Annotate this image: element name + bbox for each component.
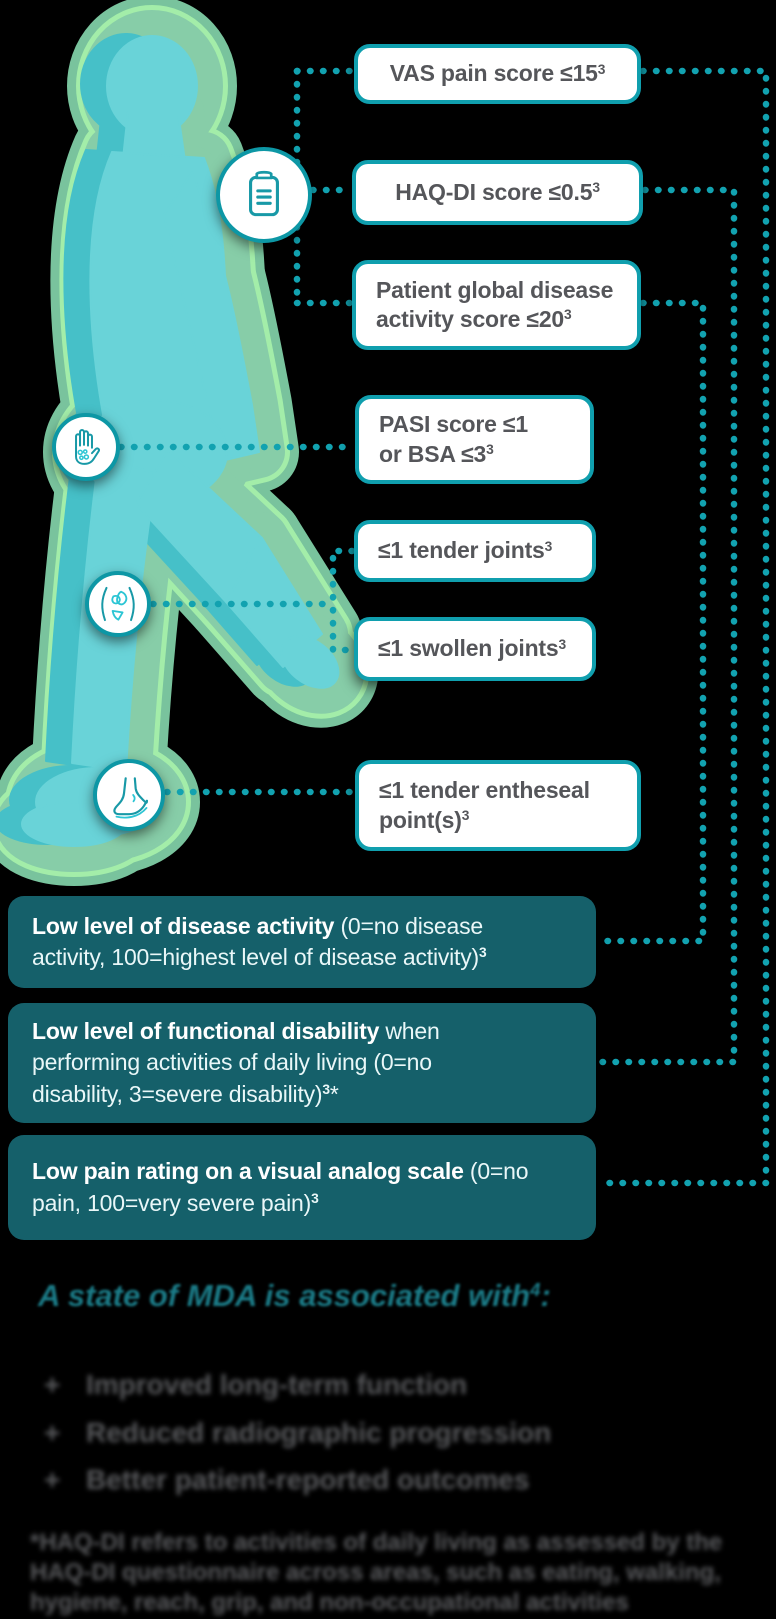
heading-text: A state of MDA is associated with xyxy=(38,1278,531,1313)
plus-bullet-icon: + xyxy=(44,1369,61,1400)
criteria-box-swollen-joints: ≤1 swollen joints3 xyxy=(354,617,596,681)
reference-superscript: 4 xyxy=(530,1278,541,1300)
feet-icon-circle xyxy=(93,759,165,831)
criteria-text: activity score ≤20 xyxy=(376,306,565,332)
criteria-box-haqdi: HAQ-DI score ≤0.53 xyxy=(352,160,643,225)
criteria-text: Patient global disease xyxy=(376,276,614,303)
criteria-box-entheseal: ≤1 tender entheseal point(s)3 xyxy=(355,760,641,851)
summary-text: (0=no disease xyxy=(334,912,484,939)
reference-superscript: 3 xyxy=(486,441,494,457)
reference-superscript: 3 xyxy=(592,180,600,196)
criteria-text: HAQ-DI score ≤0.5 xyxy=(395,178,593,205)
joints-icon-circle xyxy=(85,571,151,637)
heading-colon: : xyxy=(540,1278,551,1313)
reference-superscript: 3 xyxy=(461,807,470,823)
psoriasis-hand-icon xyxy=(75,429,100,465)
summary-bold-text: Low level of disease activity xyxy=(32,912,335,939)
connector-global-to-activity-box xyxy=(595,299,707,945)
reference-superscript: 3 xyxy=(479,945,487,961)
list-item: + Improved long-term function xyxy=(44,1368,551,1402)
summary-text: (0=no xyxy=(463,1158,529,1185)
reference-superscript: 3 xyxy=(558,636,566,652)
summary-text: pain, 100=very severe pain) xyxy=(32,1189,312,1216)
connector-joints-bracket xyxy=(329,547,356,654)
list-item: + Reduced radiographic progression xyxy=(44,1416,551,1450)
plus-bullet-icon: + xyxy=(44,1416,61,1448)
criteria-text: point(s) xyxy=(379,806,462,833)
summary-text: performing activities of daily living (0… xyxy=(32,1049,432,1076)
criteria-text: ≤1 tender joints xyxy=(378,537,545,564)
criteria-text: VAS pain score ≤15 xyxy=(389,60,598,87)
summary-box-disease-activity: Low level of disease activity (0=no dise… xyxy=(8,896,596,988)
knee-joint-icon xyxy=(101,586,135,622)
summary-text: activity, 100=highest level of disease a… xyxy=(32,944,480,970)
reference-superscript: 3 xyxy=(564,307,572,323)
list-item: + Better patient-reported outcomes xyxy=(44,1463,551,1497)
connector-haqdi-to-disability-box xyxy=(595,186,738,1066)
summary-bold-text: Low level of functional disability xyxy=(32,1018,380,1045)
mda-benefits-heading: A state of MDA is associated with4: xyxy=(38,1278,551,1314)
connector-vas-to-pain-box xyxy=(595,67,770,1187)
criteria-box-pasi: PASI score ≤1 or BSA ≤33 xyxy=(355,395,594,484)
bullet-text: Reduced radiographic progression xyxy=(86,1416,552,1448)
criteria-text: ≤1 tender entheseal xyxy=(379,777,590,804)
summary-box-pain-rating: Low pain rating on a visual analog scale… xyxy=(8,1135,596,1240)
haqdi-footnote: *HAQ-DI refers to activities of daily li… xyxy=(30,1529,723,1617)
criteria-box-tender-joints: ≤1 tender joints3 xyxy=(354,520,596,582)
summary-text: * xyxy=(329,1080,339,1107)
criteria-text: PASI score ≤1 xyxy=(379,411,528,438)
reference-superscript: 3 xyxy=(544,538,553,554)
summary-bold-text: Low pain rating on a visual analog scale xyxy=(32,1158,464,1185)
bullet-text: Improved long-term function xyxy=(86,1369,468,1400)
skin-icon-circle xyxy=(52,413,120,481)
summary-text: disability, 3=severe disability) xyxy=(32,1080,323,1107)
reference-superscript: 3 xyxy=(311,1190,319,1206)
criteria-text: or BSA ≤3 xyxy=(379,440,487,467)
mda-benefits-list: + Improved long-term function + Reduced … xyxy=(44,1368,551,1511)
summary-box-functional-disability: Low level of functional disability when … xyxy=(8,1003,596,1123)
dotted-connectors xyxy=(117,67,770,1187)
clipboard-icon xyxy=(249,170,279,217)
plus-bullet-icon: + xyxy=(44,1464,61,1496)
criteria-box-vas: VAS pain score ≤153 xyxy=(354,44,641,104)
summary-text: when xyxy=(379,1018,440,1045)
foot-icon xyxy=(113,777,149,819)
assessment-icon-circle xyxy=(216,147,312,243)
reference-superscript: 3 xyxy=(322,1082,330,1098)
reference-superscript: 3 xyxy=(597,61,606,77)
criteria-box-patient-global: Patient global disease activity score ≤2… xyxy=(352,260,641,350)
bullet-text: Better patient-reported outcomes xyxy=(86,1464,530,1496)
criteria-text: ≤1 swollen joints xyxy=(378,635,559,662)
